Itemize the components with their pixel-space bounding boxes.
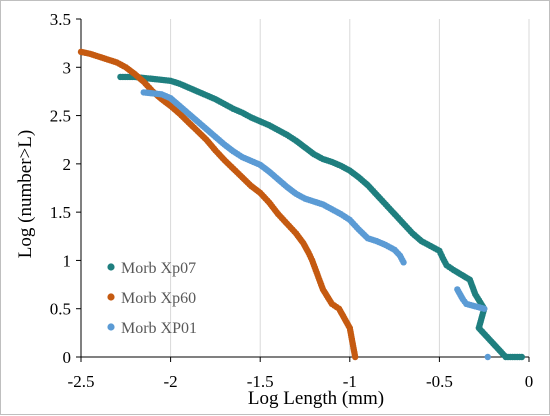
legend-marker — [107, 263, 115, 271]
x-tick-label: -0.5 — [426, 372, 453, 391]
x-tick-label: -2.5 — [68, 372, 95, 391]
legend-entry: Morb Xp60 — [107, 290, 196, 307]
data-point — [516, 353, 523, 361]
y-tick-label: 3 — [63, 58, 72, 77]
series-morb-xp01 — [140, 89, 491, 361]
legend-label: Morb XP01 — [121, 320, 197, 337]
legend-label: Morb Xp60 — [121, 290, 196, 307]
x-axis-title: Log Length (mm) — [248, 388, 384, 409]
y-tick-label: 3.5 — [50, 10, 71, 29]
data-point — [399, 256, 406, 264]
y-tick-label: 2 — [63, 155, 72, 174]
legend-entry: Morb XP01 — [107, 320, 197, 337]
series-morb-xp60 — [77, 48, 359, 361]
y-axis-title: Log (number>L) — [15, 130, 36, 258]
data-point — [311, 264, 319, 271]
legend-marker — [107, 323, 115, 331]
x-tick-label: 0 — [525, 372, 534, 391]
data-point — [315, 274, 322, 281]
y-tick-label: 1.5 — [50, 203, 71, 222]
legend-marker — [107, 293, 115, 301]
legend-entry: Morb Xp07 — [107, 260, 196, 277]
data-points — [77, 48, 526, 361]
y-tick-label: 1 — [63, 251, 72, 270]
y-tick-label: 2.5 — [50, 107, 71, 126]
x-tick-label: -1.5 — [247, 372, 274, 391]
data-point — [438, 252, 445, 260]
data-point — [484, 353, 491, 361]
x-tick-label: -2 — [164, 372, 178, 391]
legend: Morb Xp07 Morb Xp60 Morb XP01 — [107, 260, 197, 337]
axes — [76, 18, 530, 362]
y-tick-labels: 0 0.5 1 1.5 2 2.5 3 3.5 — [50, 10, 71, 367]
y-tick-label: 0 — [63, 348, 72, 367]
data-point — [307, 254, 315, 262]
x-tick-label: -1 — [343, 372, 357, 391]
series-morb-xp07 — [117, 73, 526, 361]
grid-lines — [170, 19, 530, 357]
legend-label: Morb Xp07 — [121, 260, 196, 277]
y-tick-label: 0.5 — [50, 300, 71, 319]
x-tick-labels: -2.5 -2 -1.5 -1 -0.5 0 — [68, 372, 534, 391]
data-point — [478, 304, 486, 312]
data-point — [351, 351, 358, 358]
